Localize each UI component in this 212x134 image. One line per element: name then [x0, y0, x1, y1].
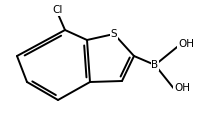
Text: OH: OH: [174, 83, 190, 93]
Text: Cl: Cl: [53, 5, 63, 15]
Text: OH: OH: [178, 39, 194, 49]
Text: S: S: [111, 29, 117, 39]
Text: B: B: [151, 60, 159, 70]
